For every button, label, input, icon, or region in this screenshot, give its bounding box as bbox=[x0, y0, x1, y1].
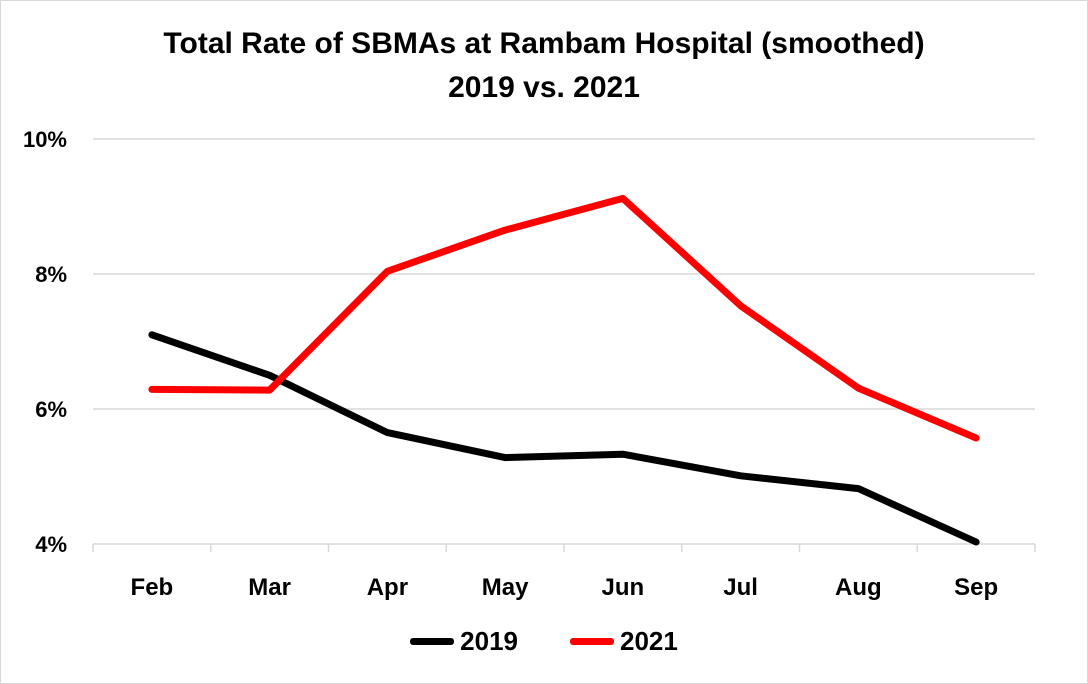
x-tick-label-jun: Jun bbox=[602, 574, 645, 601]
y-tick-label: 6% bbox=[35, 397, 67, 422]
legend-item-2021: 2021 bbox=[570, 626, 678, 657]
y-tick-label: 8% bbox=[35, 262, 67, 287]
legend-swatch-2019 bbox=[410, 638, 455, 645]
legend-label-2021: 2021 bbox=[620, 626, 678, 656]
x-tick-label-jul: Jul bbox=[723, 574, 758, 601]
y-tick-label: 4% bbox=[35, 532, 67, 557]
series-lines bbox=[148, 194, 980, 546]
gridlines bbox=[93, 138, 1035, 410]
x-tick-label-apr: Apr bbox=[367, 574, 408, 601]
series-line-2019 bbox=[148, 331, 980, 546]
x-tick-label-aug: Aug bbox=[835, 574, 882, 601]
x-tick-label-feb: Feb bbox=[131, 574, 174, 601]
x-tick-label-sep: Sep bbox=[954, 574, 998, 601]
legend-swatch-2021 bbox=[570, 638, 614, 645]
legend: 2019 2021 bbox=[0, 626, 1088, 657]
chart-subtitle: 2019 vs. 2021 bbox=[448, 71, 640, 104]
legend-item-2019: 2019 bbox=[410, 626, 518, 657]
x-axis bbox=[92, 543, 1036, 552]
x-tick-label-mar: Mar bbox=[248, 574, 291, 601]
chart-title: Total Rate of SBMAs at Rambam Hospital (… bbox=[163, 27, 925, 60]
legend-label-2019: 2019 bbox=[460, 626, 518, 656]
y-tick-label: 10% bbox=[23, 127, 67, 152]
x-tick-label-may: May bbox=[482, 574, 529, 601]
series-line-2021 bbox=[148, 194, 980, 442]
tick-labels: 4% 6% 8% 10% Feb Mar Apr May Jun Jul Aug Sep bbox=[23, 127, 998, 601]
